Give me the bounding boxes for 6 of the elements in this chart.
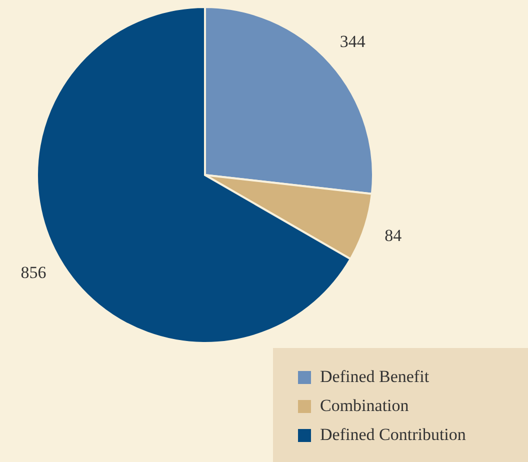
data-label: 84 — [384, 226, 402, 245]
legend-label: Combination — [320, 396, 410, 415]
data-label: 856 — [20, 262, 46, 282]
data-label: 344 — [340, 32, 366, 51]
legend-label: Defined Benefit — [320, 366, 430, 386]
legend-label: Defined Contribution — [320, 424, 466, 444]
